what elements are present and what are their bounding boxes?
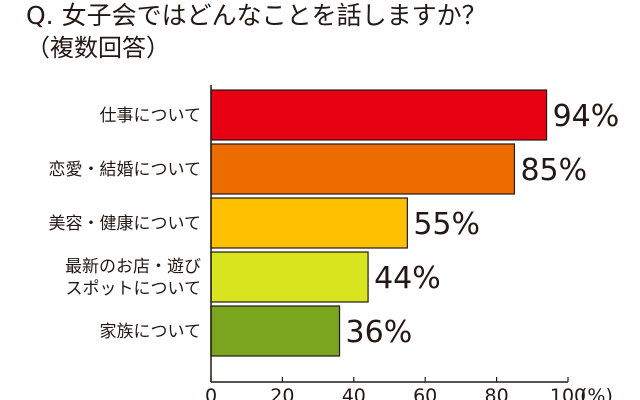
category-label-3: 美容・健康について [49, 214, 202, 234]
category-label-4-line-1: 最新のお店・遊び [65, 257, 201, 277]
x-tick-label-80: 80 [485, 385, 509, 400]
value-label-3: 55% [413, 207, 480, 242]
chart-subtitle: （複数回答） [26, 34, 170, 62]
bar-5 [210, 305, 341, 357]
bar-2 [210, 143, 516, 195]
x-tick-label-100: 100 [550, 385, 586, 400]
x-tick-label-20: 20 [270, 385, 294, 400]
value-label-4: 44% [374, 261, 441, 296]
value-label-2: 85% [520, 153, 587, 188]
x-tick-label-40: 40 [342, 385, 366, 400]
bar-4 [210, 251, 369, 303]
category-label-5: 家族について [100, 322, 202, 342]
x-tick-label-60: 60 [413, 385, 437, 400]
bar-3 [210, 197, 408, 249]
bar-1 [210, 89, 548, 141]
chart-title: Q. 女子会ではどんなことを話しますか？ [26, 1, 487, 30]
value-label-1: 94% [553, 99, 620, 134]
category-label-2: 恋愛・結婚について [49, 159, 202, 180]
value-label-5: 36% [346, 315, 413, 350]
category-label-4-line-2: スポットについて [66, 279, 202, 299]
x-axis-unit: (%) [580, 385, 613, 400]
x-tick-label-0: 0 [205, 385, 217, 400]
category-label-1: 仕事について [100, 106, 202, 126]
